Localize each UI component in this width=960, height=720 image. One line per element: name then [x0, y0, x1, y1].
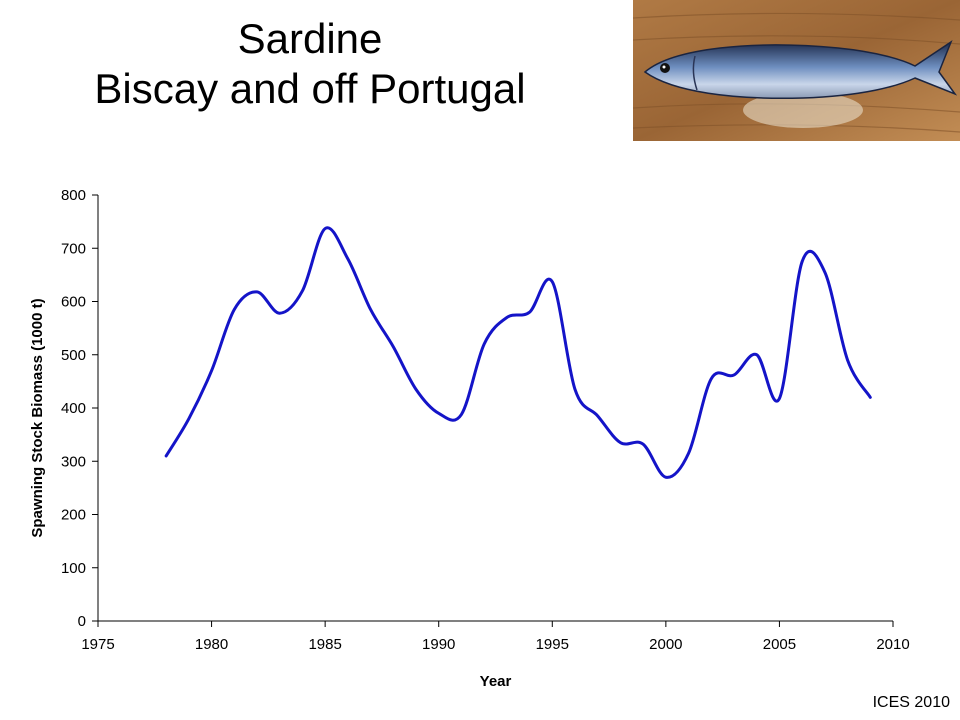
y-axis-ticks: 0 100 200 300 400 500 600 700 800 [61, 187, 98, 630]
y-tick-label: 500 [61, 347, 86, 364]
x-tick-label: 2000 [649, 636, 682, 653]
x-axis-ticks: 1975 1980 1985 1990 1995 2000 2005 2010 [81, 621, 910, 653]
sardine-fish-icon [633, 0, 960, 141]
y-tick-label: 100 [61, 560, 86, 577]
x-tick-label: 2005 [763, 636, 796, 653]
biomass-series-line [164, 226, 872, 479]
source-credit: ICES 2010 [872, 694, 950, 711]
x-tick-label: 2010 [876, 636, 909, 653]
x-tick-label: 1985 [308, 636, 341, 653]
title-line-region: Biscay and off Portugal [94, 65, 526, 112]
x-tick-label: 1990 [422, 636, 455, 653]
y-tick-label: 200 [61, 507, 86, 524]
title-line-species: Sardine [237, 15, 383, 62]
y-tick-label: 800 [61, 187, 86, 204]
y-tick-label: 0 [78, 613, 86, 630]
y-axis-label: Spawning Stock Biomass (1000 t) [29, 298, 46, 537]
y-tick-label: 300 [61, 453, 86, 470]
chart-axes [97, 195, 893, 622]
x-tick-label: 1975 [81, 636, 114, 653]
page-title: Sardine Biscay and off Portugal [0, 14, 620, 114]
x-tick-label: 1995 [536, 636, 569, 653]
y-tick-label: 700 [61, 240, 86, 257]
y-tick-label: 400 [61, 400, 86, 417]
x-axis-label: Year [480, 673, 512, 690]
y-tick-label: 600 [61, 294, 86, 311]
x-tick-label: 1980 [195, 636, 228, 653]
